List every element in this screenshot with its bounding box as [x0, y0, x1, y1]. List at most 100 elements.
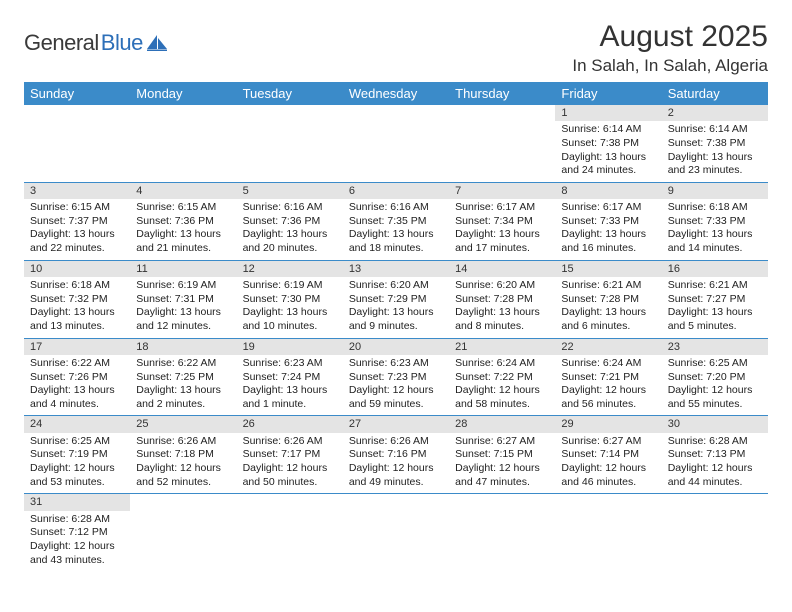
- day-details: Sunrise: 6:24 AMSunset: 7:22 PMDaylight:…: [449, 355, 555, 416]
- daylight-text: Daylight: 13 hours and 9 minutes.: [349, 306, 443, 333]
- day-details: Sunrise: 6:21 AMSunset: 7:28 PMDaylight:…: [555, 277, 661, 338]
- sunrise-text: Sunrise: 6:27 AM: [455, 435, 549, 449]
- calendar-day: 22Sunrise: 6:24 AMSunset: 7:21 PMDayligh…: [555, 339, 661, 416]
- sunrise-text: Sunrise: 6:25 AM: [30, 435, 124, 449]
- daylight-text: Daylight: 13 hours and 1 minute.: [243, 384, 337, 411]
- day-details: Sunrise: 6:19 AMSunset: 7:30 PMDaylight:…: [237, 277, 343, 338]
- day-number: 5: [237, 183, 343, 199]
- day-number: 25: [130, 416, 236, 432]
- weekday-header: Wednesday: [343, 82, 449, 105]
- sunrise-text: Sunrise: 6:20 AM: [349, 279, 443, 293]
- weekday-header: Saturday: [662, 82, 768, 105]
- calendar-day: 8Sunrise: 6:17 AMSunset: 7:33 PMDaylight…: [555, 183, 661, 260]
- sunset-text: Sunset: 7:18 PM: [136, 448, 230, 462]
- calendar-day: 13Sunrise: 6:20 AMSunset: 7:29 PMDayligh…: [343, 261, 449, 338]
- sunrise-text: Sunrise: 6:26 AM: [349, 435, 443, 449]
- sunset-text: Sunset: 7:21 PM: [561, 371, 655, 385]
- day-number: 20: [343, 339, 449, 355]
- weekday-header-row: SundayMondayTuesdayWednesdayThursdayFrid…: [24, 82, 768, 105]
- day-number: 14: [449, 261, 555, 277]
- weekday-header: Tuesday: [237, 82, 343, 105]
- sunset-text: Sunset: 7:29 PM: [349, 293, 443, 307]
- calendar-day: 10Sunrise: 6:18 AMSunset: 7:32 PMDayligh…: [24, 261, 130, 338]
- day-number: 28: [449, 416, 555, 432]
- sunset-text: Sunset: 7:36 PM: [136, 215, 230, 229]
- calendar-day-empty: [237, 494, 343, 571]
- calendar-day-empty: [449, 494, 555, 571]
- calendar-day: 31Sunrise: 6:28 AMSunset: 7:12 PMDayligh…: [24, 494, 130, 571]
- day-details: Sunrise: 6:27 AMSunset: 7:15 PMDaylight:…: [449, 433, 555, 494]
- sunrise-text: Sunrise: 6:23 AM: [349, 357, 443, 371]
- day-details: Sunrise: 6:22 AMSunset: 7:25 PMDaylight:…: [130, 355, 236, 416]
- logo-text-blue: Blue: [101, 30, 143, 56]
- daylight-text: Daylight: 13 hours and 24 minutes.: [561, 151, 655, 178]
- sunrise-text: Sunrise: 6:15 AM: [136, 201, 230, 215]
- day-details: Sunrise: 6:27 AMSunset: 7:14 PMDaylight:…: [555, 433, 661, 494]
- calendar-day-empty: [662, 494, 768, 571]
- sunset-text: Sunset: 7:25 PM: [136, 371, 230, 385]
- daylight-text: Daylight: 12 hours and 59 minutes.: [349, 384, 443, 411]
- daylight-text: Daylight: 12 hours and 55 minutes.: [668, 384, 762, 411]
- month-title: August 2025: [572, 20, 768, 54]
- calendar-day-empty: [24, 105, 130, 182]
- calendar-day: 25Sunrise: 6:26 AMSunset: 7:18 PMDayligh…: [130, 416, 236, 493]
- header: GeneralBlue August 2025 In Salah, In Sal…: [24, 20, 768, 76]
- sunset-text: Sunset: 7:35 PM: [349, 215, 443, 229]
- sunset-text: Sunset: 7:28 PM: [455, 293, 549, 307]
- day-number: 12: [237, 261, 343, 277]
- sunset-text: Sunset: 7:31 PM: [136, 293, 230, 307]
- calendar-day-empty: [343, 105, 449, 182]
- calendar-day: 6Sunrise: 6:16 AMSunset: 7:35 PMDaylight…: [343, 183, 449, 260]
- day-number: 22: [555, 339, 661, 355]
- daylight-text: Daylight: 13 hours and 6 minutes.: [561, 306, 655, 333]
- day-number: 21: [449, 339, 555, 355]
- weekday-header: Thursday: [449, 82, 555, 105]
- day-details: Sunrise: 6:22 AMSunset: 7:26 PMDaylight:…: [24, 355, 130, 416]
- day-number: 26: [237, 416, 343, 432]
- day-details: Sunrise: 6:20 AMSunset: 7:28 PMDaylight:…: [449, 277, 555, 338]
- calendar-day: 29Sunrise: 6:27 AMSunset: 7:14 PMDayligh…: [555, 416, 661, 493]
- day-details: Sunrise: 6:16 AMSunset: 7:36 PMDaylight:…: [237, 199, 343, 260]
- daylight-text: Daylight: 12 hours and 53 minutes.: [30, 462, 124, 489]
- sunrise-text: Sunrise: 6:14 AM: [561, 123, 655, 137]
- day-number: 27: [343, 416, 449, 432]
- day-details: Sunrise: 6:26 AMSunset: 7:18 PMDaylight:…: [130, 433, 236, 494]
- day-details: Sunrise: 6:14 AMSunset: 7:38 PMDaylight:…: [662, 121, 768, 182]
- day-number: 29: [555, 416, 661, 432]
- day-details: Sunrise: 6:28 AMSunset: 7:13 PMDaylight:…: [662, 433, 768, 494]
- day-details: Sunrise: 6:17 AMSunset: 7:33 PMDaylight:…: [555, 199, 661, 260]
- sunset-text: Sunset: 7:27 PM: [668, 293, 762, 307]
- day-details: Sunrise: 6:20 AMSunset: 7:29 PMDaylight:…: [343, 277, 449, 338]
- calendar-day: 24Sunrise: 6:25 AMSunset: 7:19 PMDayligh…: [24, 416, 130, 493]
- sunset-text: Sunset: 7:38 PM: [668, 137, 762, 151]
- day-number: 18: [130, 339, 236, 355]
- day-details: Sunrise: 6:24 AMSunset: 7:21 PMDaylight:…: [555, 355, 661, 416]
- day-number: 23: [662, 339, 768, 355]
- daylight-text: Daylight: 12 hours and 50 minutes.: [243, 462, 337, 489]
- calendar-day: 28Sunrise: 6:27 AMSunset: 7:15 PMDayligh…: [449, 416, 555, 493]
- sunrise-text: Sunrise: 6:15 AM: [30, 201, 124, 215]
- daylight-text: Daylight: 12 hours and 44 minutes.: [668, 462, 762, 489]
- location-subtitle: In Salah, In Salah, Algeria: [572, 56, 768, 76]
- daylight-text: Daylight: 13 hours and 22 minutes.: [30, 228, 124, 255]
- calendar-week: 10Sunrise: 6:18 AMSunset: 7:32 PMDayligh…: [24, 261, 768, 339]
- sunset-text: Sunset: 7:22 PM: [455, 371, 549, 385]
- sunrise-text: Sunrise: 6:28 AM: [668, 435, 762, 449]
- calendar-day: 1Sunrise: 6:14 AMSunset: 7:38 PMDaylight…: [555, 105, 661, 182]
- day-number: 8: [555, 183, 661, 199]
- daylight-text: Daylight: 13 hours and 20 minutes.: [243, 228, 337, 255]
- calendar-day: 26Sunrise: 6:26 AMSunset: 7:17 PMDayligh…: [237, 416, 343, 493]
- calendar-day-empty: [343, 494, 449, 571]
- weekday-header: Monday: [130, 82, 236, 105]
- calendar-day: 23Sunrise: 6:25 AMSunset: 7:20 PMDayligh…: [662, 339, 768, 416]
- day-details: Sunrise: 6:26 AMSunset: 7:16 PMDaylight:…: [343, 433, 449, 494]
- day-details: Sunrise: 6:25 AMSunset: 7:20 PMDaylight:…: [662, 355, 768, 416]
- sunrise-text: Sunrise: 6:16 AM: [349, 201, 443, 215]
- calendar-day: 18Sunrise: 6:22 AMSunset: 7:25 PMDayligh…: [130, 339, 236, 416]
- weekday-header: Friday: [555, 82, 661, 105]
- daylight-text: Daylight: 13 hours and 8 minutes.: [455, 306, 549, 333]
- sunrise-text: Sunrise: 6:20 AM: [455, 279, 549, 293]
- calendar-day: 14Sunrise: 6:20 AMSunset: 7:28 PMDayligh…: [449, 261, 555, 338]
- sunrise-text: Sunrise: 6:24 AM: [455, 357, 549, 371]
- calendar-week: 31Sunrise: 6:28 AMSunset: 7:12 PMDayligh…: [24, 494, 768, 571]
